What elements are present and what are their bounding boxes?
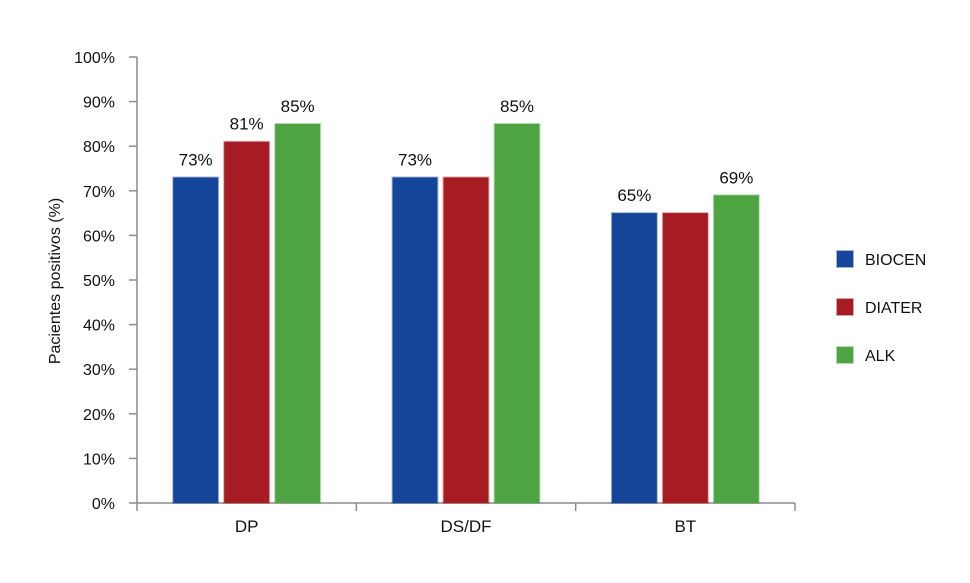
data-label: 73% [398, 150, 432, 169]
bar-alk-bt [712, 194, 760, 504]
bars [172, 122, 760, 505]
y-tick-label: 40% [83, 318, 115, 335]
y-tick-label: 20% [83, 407, 115, 424]
y-axis: 0% 10% 20% 30% 40% 50% 60% 70% 80% 90% 100% [74, 50, 138, 513]
y-tick-label: 70% [83, 184, 115, 201]
legend-swatch-diater [836, 298, 854, 316]
bar-alk-dsdf [493, 122, 541, 505]
bar-diater-dsdf [442, 176, 490, 504]
bar-biocen-dsdf [391, 176, 439, 504]
x-tick-label: DS/DF [441, 517, 492, 536]
legend-swatch-biocen [836, 250, 854, 268]
y-tick-label: 60% [83, 228, 115, 245]
data-label: 65% [617, 186, 651, 205]
bar-biocen-dp [172, 176, 220, 504]
bar-biocen-bt [610, 212, 658, 504]
data-label: 85% [500, 97, 534, 116]
y-tick-label: 10% [83, 451, 115, 468]
x-tick-label: DP [235, 517, 259, 536]
bar-diater-bt [661, 212, 709, 504]
data-label: 85% [281, 97, 315, 116]
data-label: 81% [230, 115, 264, 134]
bar-diater-dp [223, 140, 271, 505]
data-label: 69% [719, 168, 753, 187]
legend-swatch-alk [836, 346, 854, 364]
y-tick-label: 0% [92, 496, 115, 513]
y-tick-label: 50% [83, 273, 115, 290]
legend: BIOCEN DIATER ALK [836, 250, 926, 365]
y-tick-label: 80% [83, 139, 115, 156]
data-label: 73% [179, 150, 213, 169]
y-tick-label: 100% [74, 50, 115, 67]
y-tick-label: 90% [83, 95, 115, 112]
x-tick-label: BT [674, 517, 696, 536]
y-axis-title: Pacientes positivos (%) [47, 198, 64, 364]
y-tick-label: 30% [83, 362, 115, 379]
legend-label-alk: ALK [865, 348, 896, 365]
legend-label-diater: DIATER [865, 300, 922, 317]
x-axis: DP DS/DF BT [136, 502, 796, 536]
data-labels: 73% 81% 85% 73% 85% 65% 69% [179, 97, 754, 205]
bar-alk-dp [274, 122, 322, 505]
legend-label-biocen: BIOCEN [865, 252, 926, 269]
